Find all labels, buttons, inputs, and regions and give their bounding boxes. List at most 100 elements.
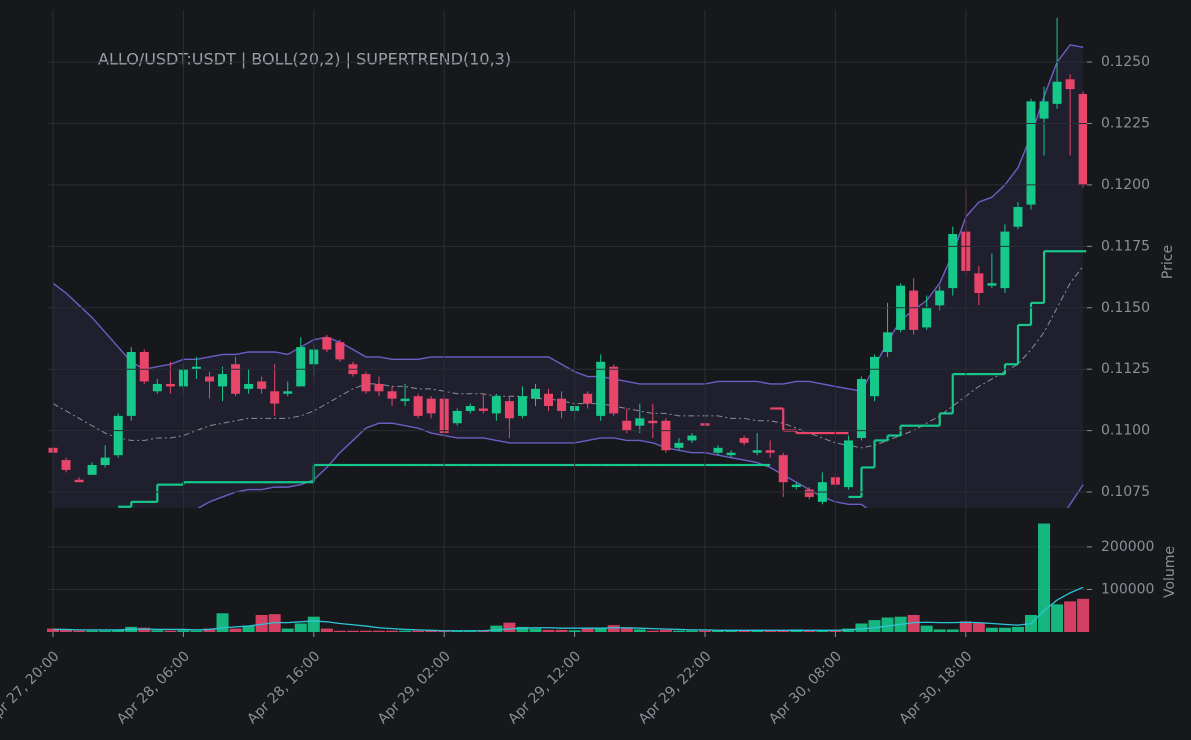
volume-bar <box>346 630 359 632</box>
candle-body <box>504 401 514 419</box>
x-tick-label: Apr 30, 18:00 <box>896 648 975 727</box>
volume-bar <box>816 630 829 632</box>
candle-body <box>948 234 958 289</box>
candle-body <box>270 391 280 404</box>
candle-body <box>204 376 214 382</box>
volume-bar <box>1051 604 1064 632</box>
candle-body <box>1065 79 1075 90</box>
volume-bar <box>803 630 816 632</box>
volume-bar <box>333 630 346 632</box>
volume-bar <box>659 629 672 632</box>
volume-bar <box>516 626 529 632</box>
volume-bar <box>712 630 725 632</box>
volume-bar <box>99 630 112 632</box>
candle-body <box>909 290 919 330</box>
volume-bar <box>1077 598 1090 632</box>
volume-bar <box>646 630 659 632</box>
volume-bar <box>73 630 86 632</box>
candle-body <box>778 455 788 483</box>
candle-body <box>244 383 254 389</box>
volume-bar <box>242 625 255 632</box>
candle-body <box>530 388 540 399</box>
candle-body <box>126 351 136 416</box>
candle-body <box>1013 207 1023 227</box>
volume-bar <box>581 628 594 632</box>
volume-bar <box>920 625 933 632</box>
candle-body <box>452 410 462 424</box>
volume-bar <box>829 630 842 632</box>
candle-body <box>465 406 475 411</box>
volume-bar <box>190 630 203 632</box>
candle-body <box>165 383 175 387</box>
volume-bar <box>307 616 320 632</box>
volume-bar <box>399 630 412 632</box>
candle-body <box>687 435 697 441</box>
volume-bar <box>529 628 542 632</box>
volume-bar <box>868 620 881 632</box>
candle-body <box>739 437 749 443</box>
volume-bar <box>425 630 438 632</box>
volume-bar <box>777 630 790 632</box>
volume-bar <box>412 630 425 632</box>
candle-body <box>413 396 423 416</box>
volume-bar <box>386 630 399 632</box>
candle-body <box>491 396 501 414</box>
x-tick-label: Apr 28, 06:00 <box>114 648 193 727</box>
y-tick-label: 0.1100 <box>1101 423 1150 439</box>
volume-bar <box>151 630 164 632</box>
volume-bar <box>86 630 99 632</box>
y-axis-label: Price <box>1160 245 1176 279</box>
candle-body <box>296 347 306 387</box>
y-tick-label: 0.1075 <box>1101 484 1150 500</box>
candle-body <box>713 447 723 453</box>
volume-bar <box>607 625 620 632</box>
volume-bar <box>294 623 307 632</box>
volume-bar <box>620 627 633 632</box>
volume-bar <box>542 629 555 632</box>
y-tick-label: 0.1175 <box>1101 238 1150 254</box>
volume-bar <box>855 623 868 632</box>
candle-body <box>765 450 775 453</box>
candle-body <box>113 415 123 456</box>
candle-body <box>635 418 645 426</box>
volume-bar <box>633 629 646 632</box>
volume-bar <box>959 621 972 632</box>
candle-body <box>61 460 71 470</box>
candle-body <box>387 391 397 399</box>
candle-body <box>1039 101 1049 119</box>
volume-bar <box>946 629 959 632</box>
volume-bar <box>764 630 777 632</box>
candle-body <box>974 273 984 294</box>
volume-bar <box>1064 601 1077 632</box>
volume-bar <box>699 630 711 632</box>
volume-bar <box>738 630 751 632</box>
candle-body <box>322 337 332 350</box>
candle-body <box>361 374 371 392</box>
volume-bar <box>138 627 151 632</box>
candle-body <box>870 356 880 397</box>
candle-body <box>283 391 293 394</box>
candle-body <box>1026 101 1036 205</box>
volume-bar <box>112 629 125 632</box>
candle-body <box>557 398 567 411</box>
volume-bar <box>60 629 73 632</box>
candle-body <box>400 398 410 402</box>
y-tick-label: 200000 <box>1101 539 1154 555</box>
candle-body <box>726 452 736 456</box>
volume-bar <box>503 622 516 632</box>
volume-bar <box>985 627 998 632</box>
volume-bar <box>164 630 177 632</box>
candle-body <box>517 396 527 416</box>
candle-body <box>661 420 671 451</box>
y-tick-label: 0.1200 <box>1101 177 1150 193</box>
volume-bar <box>47 628 59 632</box>
x-tick-label: Apr 29, 12:00 <box>505 648 584 727</box>
volume-bar <box>177 630 190 632</box>
candle-body <box>1052 81 1062 104</box>
volume-bar <box>933 629 946 632</box>
volume-bar <box>1011 626 1024 632</box>
x-tick-label: Apr 30, 08:00 <box>766 648 845 727</box>
volume-bar <box>229 628 242 632</box>
candle-body <box>674 442 684 448</box>
